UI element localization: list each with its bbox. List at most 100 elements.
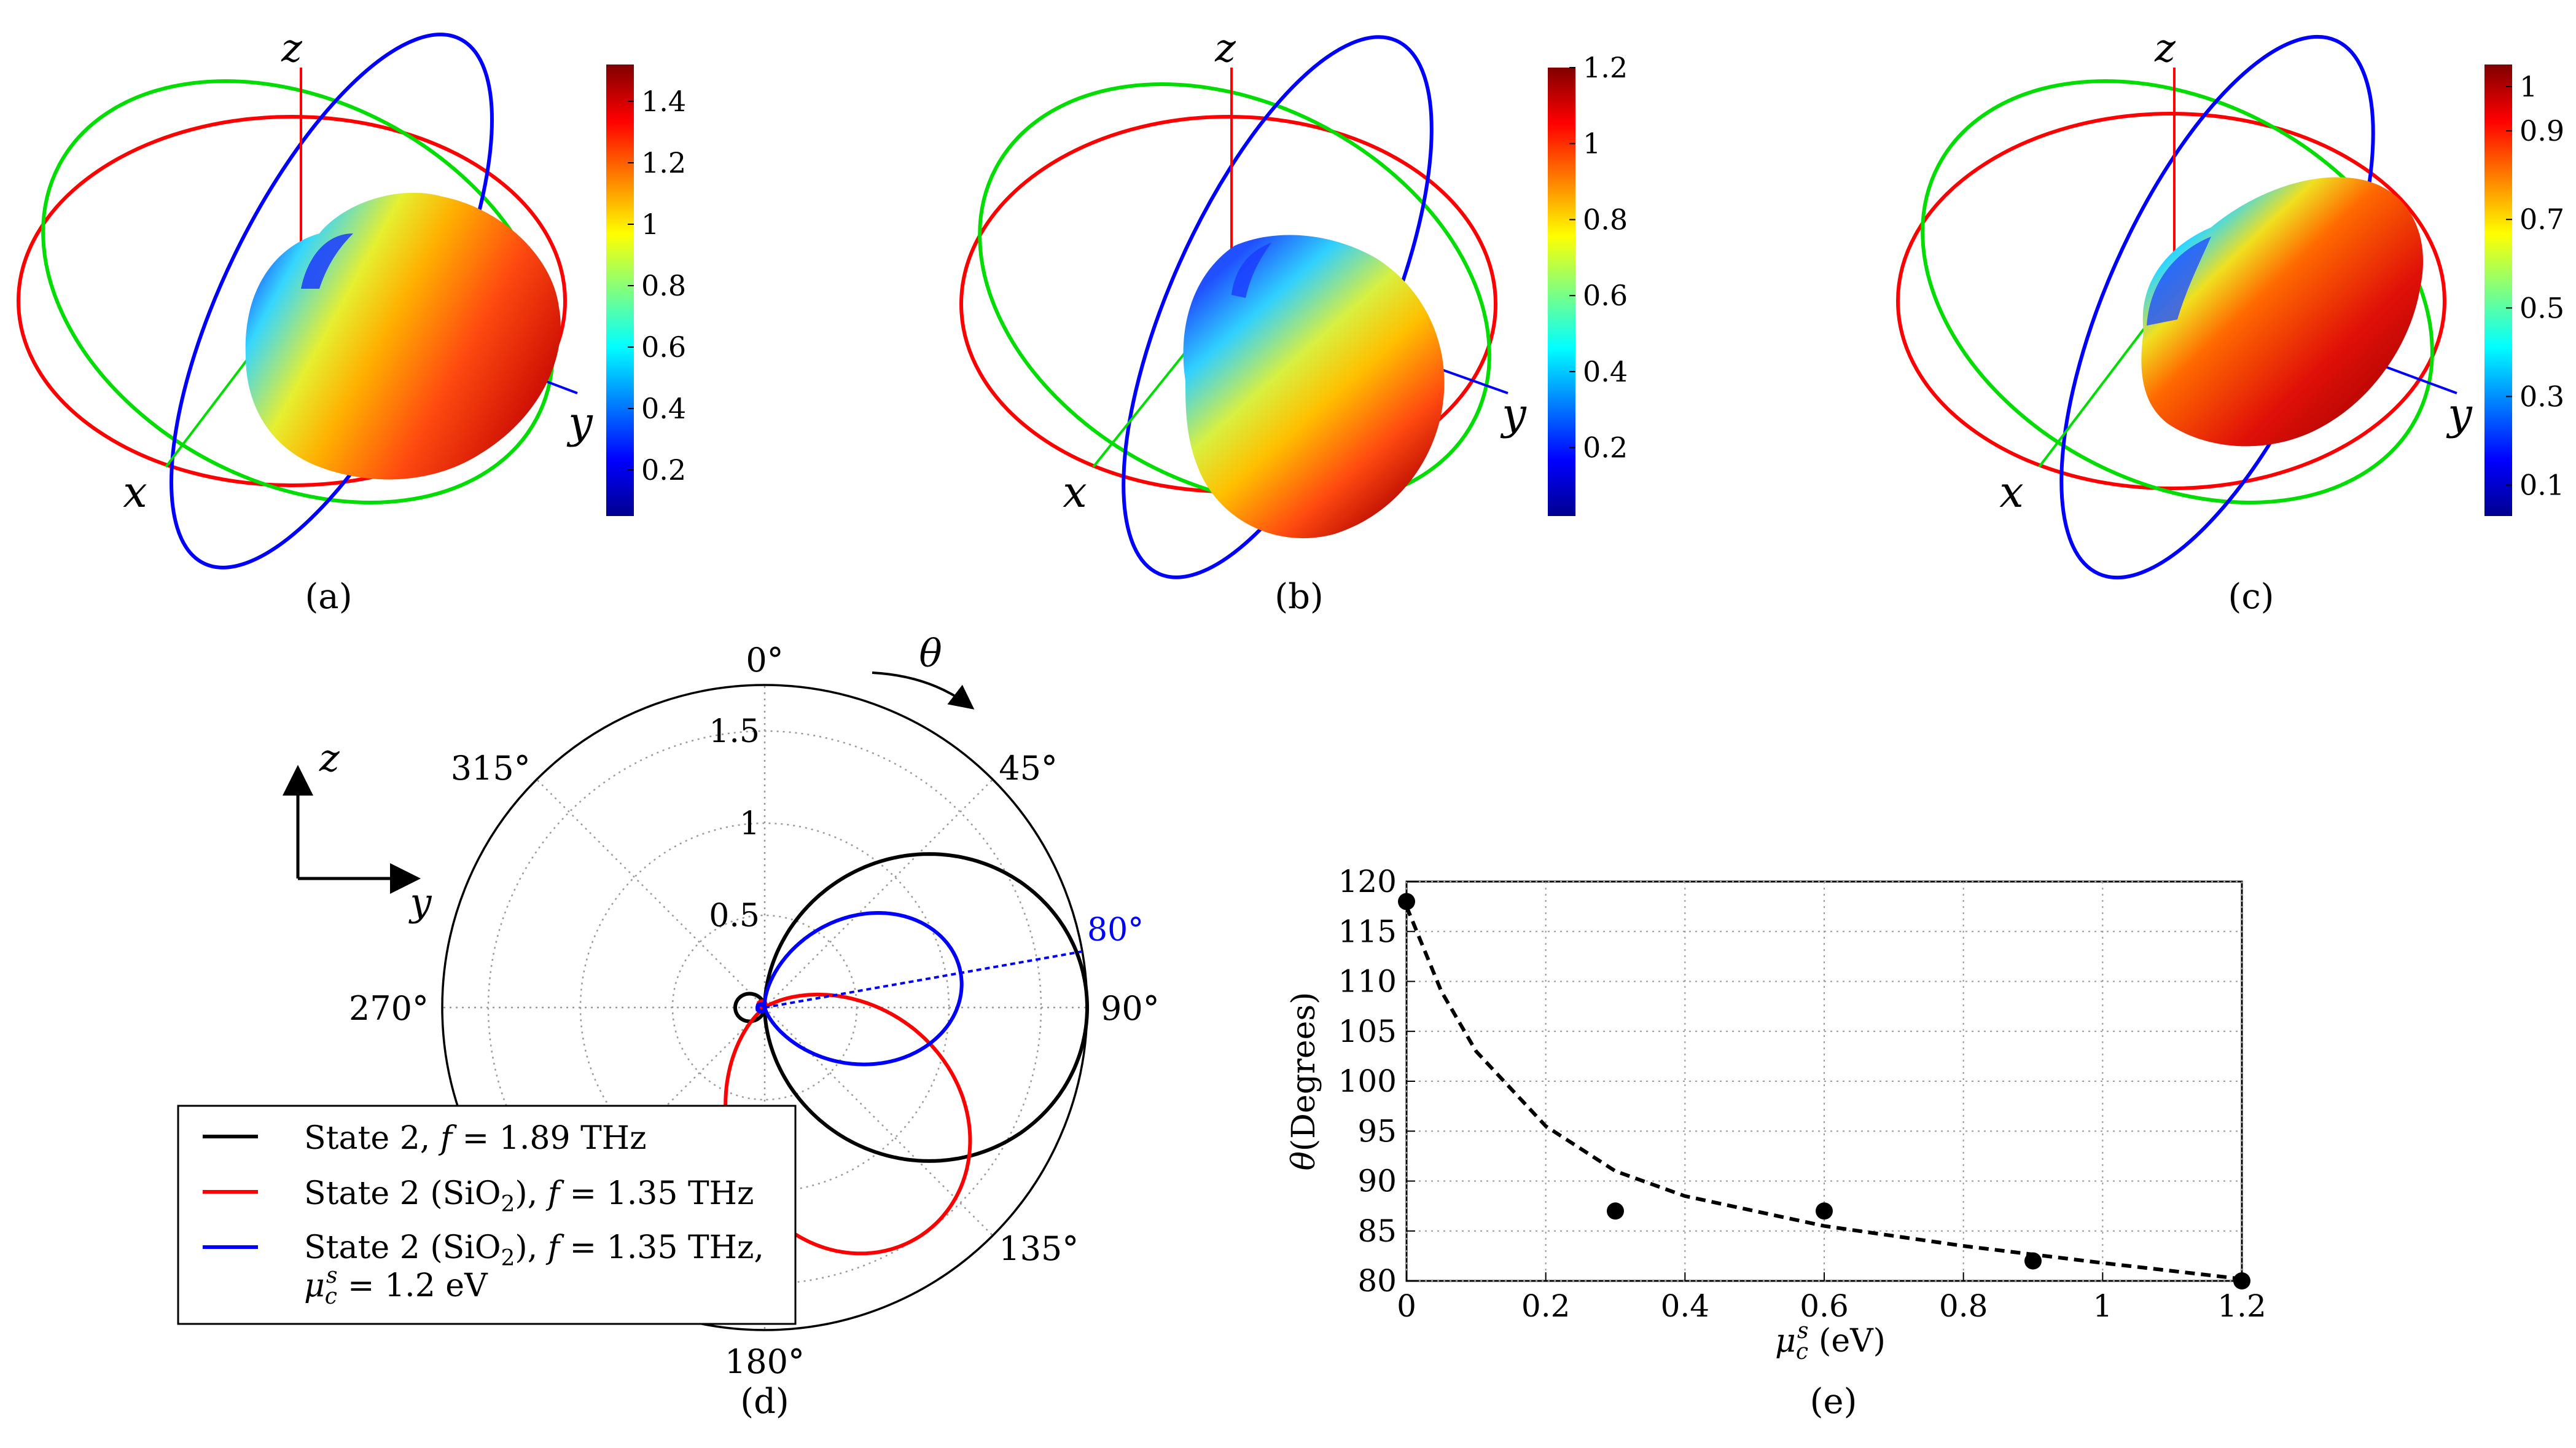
legend-label-line2: μcs = 1.2 eV <box>304 1263 488 1309</box>
panel-e: 0 0.2 0.4 0.6 0.8 1 1.2 80 85 90 95 100 105 110 115 120… <box>1286 864 2266 1422</box>
colorbar-tick-label: 0.8 <box>1583 203 1628 236</box>
lobe-dimple <box>2147 237 2211 326</box>
colorbar: 0.2 0.4 0.6 0.8 1 1.2 <box>1548 51 1628 516</box>
x-tick-label: 0.6 <box>1800 1288 1849 1324</box>
colorbar-tick-label: 0.2 <box>641 453 686 487</box>
y-axis-label: y <box>2446 389 2473 439</box>
panel-d-caption: (d) <box>740 1382 789 1422</box>
r-tick-label: 1.5 <box>709 713 760 750</box>
r-tick-label: 0.5 <box>709 898 760 934</box>
x-tick-label: 0.2 <box>1521 1288 1571 1324</box>
y-tick-label: 105 <box>1338 1014 1397 1049</box>
angle-tick-label: 315° <box>451 749 531 788</box>
y-tick-label: 80 <box>1357 1263 1397 1299</box>
x-axis-label: x <box>1999 467 2023 517</box>
radiation-lobe <box>2141 177 2424 447</box>
polar-spoke <box>536 778 765 1008</box>
y-tick-label: 90 <box>1357 1164 1397 1199</box>
legend-label: State 2 (SiO2), f = 1.35 THz, <box>304 1229 764 1271</box>
xy-plane-circle <box>17 115 567 487</box>
z-axis-label: z <box>1214 26 1236 71</box>
radiation-lobe <box>245 192 561 480</box>
polar-labels: 0.5 1 1.5 0° 45° 90° 135° 180° 270° 315° 80° <box>349 641 1160 1381</box>
colorbar-tick-label: 0.4 <box>1583 355 1628 388</box>
x-axis-label: x <box>123 467 147 517</box>
x-tick-label: 0.8 <box>1939 1288 1988 1324</box>
colorbar-gradient <box>606 65 634 516</box>
angle-tick-label: 90° <box>1101 989 1160 1028</box>
angle-tick-label: 180° <box>725 1342 805 1381</box>
lobe-dimple <box>301 233 353 289</box>
theta-label: θ <box>919 631 942 676</box>
y-tick-label: 115 <box>1338 914 1397 949</box>
xy-plane-circle <box>1896 112 2446 490</box>
angle-tick-label: 135° <box>999 1229 1079 1268</box>
colorbar-tick-label: 1 <box>2519 70 2537 103</box>
colorbar-tick-label: 1.4 <box>641 85 686 118</box>
panel-e-caption: (e) <box>1810 1382 1857 1422</box>
x-tick-label: 1 <box>2093 1288 2112 1324</box>
y-tick-label: 110 <box>1338 964 1397 1000</box>
legend-entry-red: State 2 (SiO2), f = 1.35 THz <box>203 1175 754 1217</box>
colorbar-ticks: 0.1 0.3 0.5 0.7 0.9 1 <box>2506 70 2564 502</box>
angle-tick-label: 270° <box>349 989 429 1028</box>
radiation-lobe <box>1183 235 1445 539</box>
panel-b: z x y 0.2 0.4 0.6 0.8 1 1.2 (b) <box>959 26 1628 617</box>
panel-c: z x y 0.1 0.3 0.5 0.7 0.9 1 (c) <box>1896 26 2564 617</box>
colorbar-tick-label: 0.2 <box>1583 431 1628 464</box>
x-tick-label: 1.2 <box>2217 1288 2266 1324</box>
x-tick-label: 0 <box>1397 1288 1416 1324</box>
colorbar-tick-label: 0.1 <box>2519 469 2564 502</box>
colorbar-tick-label: 1 <box>641 208 659 241</box>
colorbar-tick-label: 1.2 <box>641 146 686 179</box>
legend-box <box>177 1105 797 1325</box>
angle-tick-label: 0° <box>746 641 783 679</box>
angle-tick-label: 45° <box>999 749 1058 788</box>
y-direction-label: y <box>408 880 432 925</box>
colorbar-tick-label: 0.5 <box>2519 291 2564 324</box>
xz-plane-circle <box>1921 79 2434 504</box>
y-axis-title: θ(Degrees) <box>1286 992 1322 1171</box>
peak-direction-line <box>764 950 1083 1009</box>
x-axis-label: x <box>1063 467 1087 517</box>
polar-spoke <box>764 1007 994 1237</box>
polar-series-blue <box>755 911 964 1066</box>
ticks: 0 0.2 0.4 0.6 0.8 1 1.2 80 85 90 95 100 105 110 115 120 <box>1338 864 2266 1324</box>
y-axis-label: y <box>566 397 593 448</box>
y-tick-label: 120 <box>1338 864 1397 899</box>
panel-c-caption: (c) <box>2228 577 2274 617</box>
theta-rotation-arrow <box>872 671 975 710</box>
panel-a: z x y 0.2 0.4 0.6 0.8 1 1.2 1.4 (a) <box>17 26 686 617</box>
colorbar-tick-label: 0.6 <box>641 331 686 364</box>
colorbar-tick-label: 0.9 <box>2519 114 2564 147</box>
panel-b-caption: (b) <box>1274 577 1324 617</box>
panel-d: 0.5 1 1.5 0° 45° 90° 135° 180° 270° 315° 80° θ z y… <box>177 631 1160 1422</box>
z-axis-label: z <box>281 26 303 71</box>
xz-plane-circle <box>978 82 1491 507</box>
z-axis-label: z <box>2154 26 2176 71</box>
polar-spoke <box>764 778 994 1008</box>
colorbar-tick-label: 0.4 <box>641 392 686 425</box>
z-direction-label: z <box>319 735 340 780</box>
colorbar-ticks: 0.2 0.4 0.6 0.8 1 1.2 <box>1569 51 1628 464</box>
colorbar-tick-label: 0.7 <box>2519 203 2564 236</box>
data-point <box>1398 893 1415 910</box>
colorbar: 0.2 0.4 0.6 0.8 1 1.2 1.4 <box>606 65 686 516</box>
colorbar-tick-label: 1.2 <box>1583 51 1628 84</box>
y-tick-label: 100 <box>1338 1063 1397 1099</box>
colorbar-tick-label: 0.8 <box>641 269 686 302</box>
panel-a-caption: (a) <box>305 577 352 617</box>
peak-direction-label: 80° <box>1087 912 1144 949</box>
data-points <box>1398 893 2250 1290</box>
legend-entry-black: State 2, f = 1.89 THz <box>203 1120 647 1157</box>
colorbar-tick-label: 1 <box>1583 127 1601 160</box>
colorbar: 0.1 0.3 0.5 0.7 0.9 1 <box>2484 65 2564 516</box>
y-tick-label: 95 <box>1357 1113 1397 1149</box>
r-tick-label: 1 <box>740 805 760 842</box>
y-axis-label: y <box>1500 389 1527 439</box>
colorbar-gradient <box>2484 65 2512 516</box>
legend-label: State 2 (SiO2), f = 1.35 THz <box>304 1175 754 1217</box>
colorbar-ticks: 0.2 0.4 0.6 0.8 1 1.2 1.4 <box>628 85 686 487</box>
legend-label: State 2, f = 1.89 THz <box>304 1120 647 1157</box>
